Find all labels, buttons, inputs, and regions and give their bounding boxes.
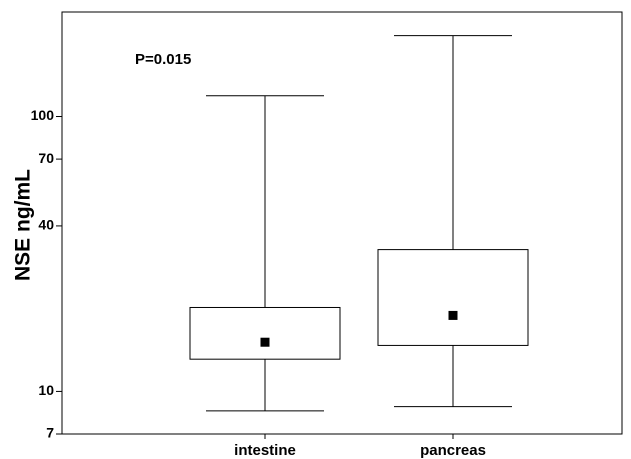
y-axis-label: NSE ng/mL: [12, 169, 35, 281]
y-tick-label: 10: [38, 382, 54, 398]
y-tick-label: 70: [38, 150, 54, 166]
median-marker: [448, 310, 458, 320]
y-tick-label: 7: [46, 425, 54, 441]
box: [377, 249, 529, 346]
box: [189, 306, 341, 360]
median-marker: [260, 337, 270, 347]
plot-frame: [61, 11, 623, 435]
x-tick-label: pancreas: [420, 442, 486, 459]
x-tick-label: intestine: [234, 442, 296, 459]
annotation: P=0.015: [135, 51, 191, 68]
y-tick-label: 40: [38, 217, 54, 233]
y-tick-label: 100: [31, 107, 55, 123]
